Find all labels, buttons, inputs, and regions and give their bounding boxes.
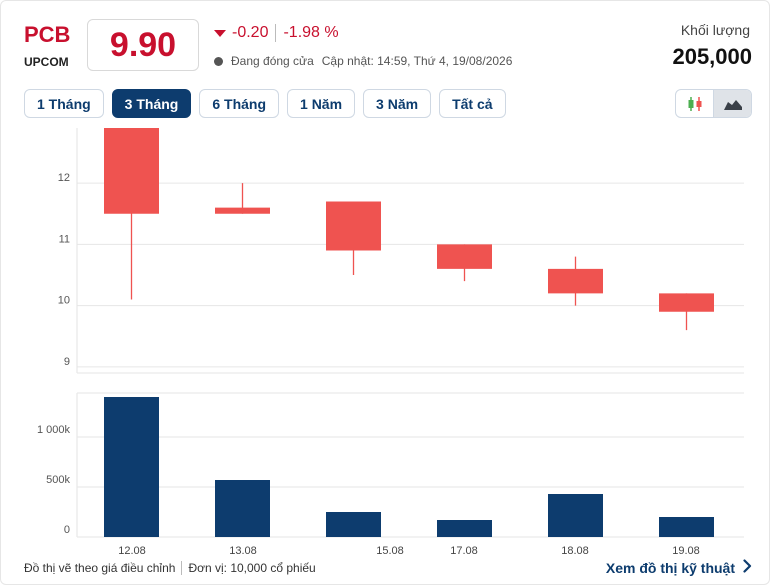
volume-tick-label: 0 bbox=[64, 524, 70, 536]
tab-1-year[interactable]: 1 Năm bbox=[287, 89, 356, 118]
tab-3-months[interactable]: 3 Tháng bbox=[111, 89, 192, 118]
footnote-adjusted: Đồ thị vẽ theo giá điều chỉnh bbox=[24, 561, 176, 575]
x-tick-label: 18.08 bbox=[561, 545, 589, 557]
technical-chart-link-label: Xem đồ thị kỹ thuật bbox=[605, 559, 735, 576]
tab-1-month[interactable]: 1 Tháng bbox=[24, 89, 104, 118]
update-time: Cập nhật: 14:59, Thứ 4, 19/08/2026 bbox=[321, 54, 513, 68]
volume-label: Khối lượng bbox=[680, 22, 750, 38]
candle-body bbox=[326, 201, 381, 251]
x-tick-label: 15.08 bbox=[376, 545, 404, 557]
volume-value: 205,000 bbox=[672, 44, 752, 69]
market-status: Đang đóng cửa Cập nhật: 14:59, Thứ 4, 19… bbox=[214, 54, 512, 68]
candle-body bbox=[215, 207, 270, 214]
candlestick-icon bbox=[688, 96, 701, 111]
price-tick-label: 10 bbox=[58, 295, 70, 307]
change-percent: -1.98 % bbox=[283, 24, 339, 41]
x-axis: 12.08 13.08 15.08 17.08 18.08 19.08 bbox=[118, 545, 700, 557]
tab-6-months[interactable]: 6 Tháng bbox=[199, 89, 280, 118]
candle-body bbox=[104, 128, 159, 214]
status-dot-icon bbox=[214, 56, 223, 66]
price-panel: 9 10 11 12 bbox=[58, 128, 744, 374]
volume-bar bbox=[437, 520, 492, 537]
price-tick-label: 11 bbox=[59, 233, 70, 245]
candle-body bbox=[548, 268, 603, 294]
x-tick-label: 13.08 bbox=[229, 545, 257, 557]
price-tick-label: 12 bbox=[58, 172, 70, 184]
status-text: Đang đóng cửa bbox=[231, 54, 314, 68]
price-tick-label: 9 bbox=[64, 356, 70, 368]
volume-bar bbox=[104, 397, 159, 537]
technical-chart-link[interactable]: Xem đồ thị kỹ thuật bbox=[606, 559, 752, 576]
divider bbox=[275, 24, 277, 42]
footnote-unit: Đơn vị: 10,000 cổ phiếu bbox=[188, 561, 316, 575]
x-tick-label: 17.08 bbox=[450, 545, 478, 557]
range-tabs: 1 Tháng 3 Tháng 6 Tháng 1 Năm 3 Năm Tất … bbox=[24, 89, 514, 118]
candlestick-mode-button[interactable] bbox=[676, 90, 713, 117]
x-tick-label: 12.08 bbox=[118, 545, 146, 557]
tab-all[interactable]: Tất cả bbox=[439, 89, 506, 118]
chart-footnote: Đồ thị vẽ theo giá điều chỉnh Đơn vị: 10… bbox=[24, 561, 316, 575]
volume-bar bbox=[215, 480, 270, 537]
volume-tick-label: 500k bbox=[46, 474, 70, 486]
candle-body bbox=[437, 244, 492, 269]
volume-tick-label: 1 000k bbox=[37, 424, 71, 436]
tab-3-years[interactable]: 3 Năm bbox=[363, 89, 432, 118]
volume-bar bbox=[326, 512, 381, 537]
price-change: -0.20 -1.98 % bbox=[214, 24, 339, 42]
volume-panel: 0 500k 1 000k bbox=[37, 392, 744, 538]
area-chart-icon bbox=[723, 99, 742, 110]
area-mode-button[interactable] bbox=[713, 90, 751, 117]
divider bbox=[181, 561, 183, 575]
current-price: 9.90 bbox=[87, 19, 199, 71]
ticker-symbol: PCB bbox=[24, 22, 71, 47]
change-value: -0.20 bbox=[232, 24, 269, 41]
x-tick-label: 19.08 bbox=[672, 545, 700, 557]
volume-bar bbox=[548, 494, 603, 537]
volume-bar bbox=[659, 517, 714, 537]
chart-mode-toggle bbox=[675, 89, 752, 118]
chevron-right-icon bbox=[743, 559, 752, 576]
candle-body bbox=[659, 293, 714, 312]
triangle-down-icon bbox=[214, 29, 226, 37]
exchange-label: UPCOM bbox=[24, 55, 69, 69]
